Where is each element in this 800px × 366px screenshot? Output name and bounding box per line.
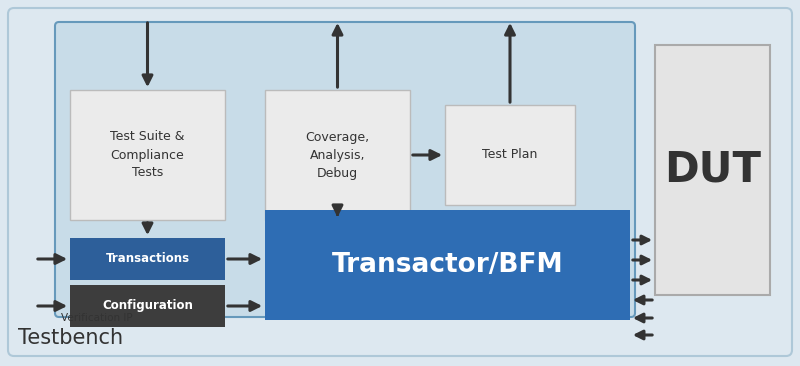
Bar (445, 105, 575, 205)
Text: Testbench: Testbench (18, 328, 123, 348)
Bar (70, 90, 225, 220)
Text: Transactor/BFM: Transactor/BFM (332, 252, 563, 278)
Text: Configuration: Configuration (102, 299, 193, 313)
FancyBboxPatch shape (8, 8, 792, 356)
Text: Test Suite &
Compliance
Tests: Test Suite & Compliance Tests (110, 131, 185, 179)
Text: Transactions: Transactions (106, 253, 190, 265)
Text: Coverage,
Analysis,
Debug: Coverage, Analysis, Debug (306, 131, 370, 179)
Text: DUT: DUT (664, 149, 761, 191)
Bar (265, 90, 410, 220)
Bar (655, 45, 770, 295)
Bar (70, 285, 225, 327)
Text: Verification IP: Verification IP (61, 313, 133, 323)
FancyBboxPatch shape (55, 22, 635, 317)
Text: Test Plan: Test Plan (482, 149, 538, 161)
Bar (265, 210, 630, 320)
Bar (70, 238, 225, 280)
